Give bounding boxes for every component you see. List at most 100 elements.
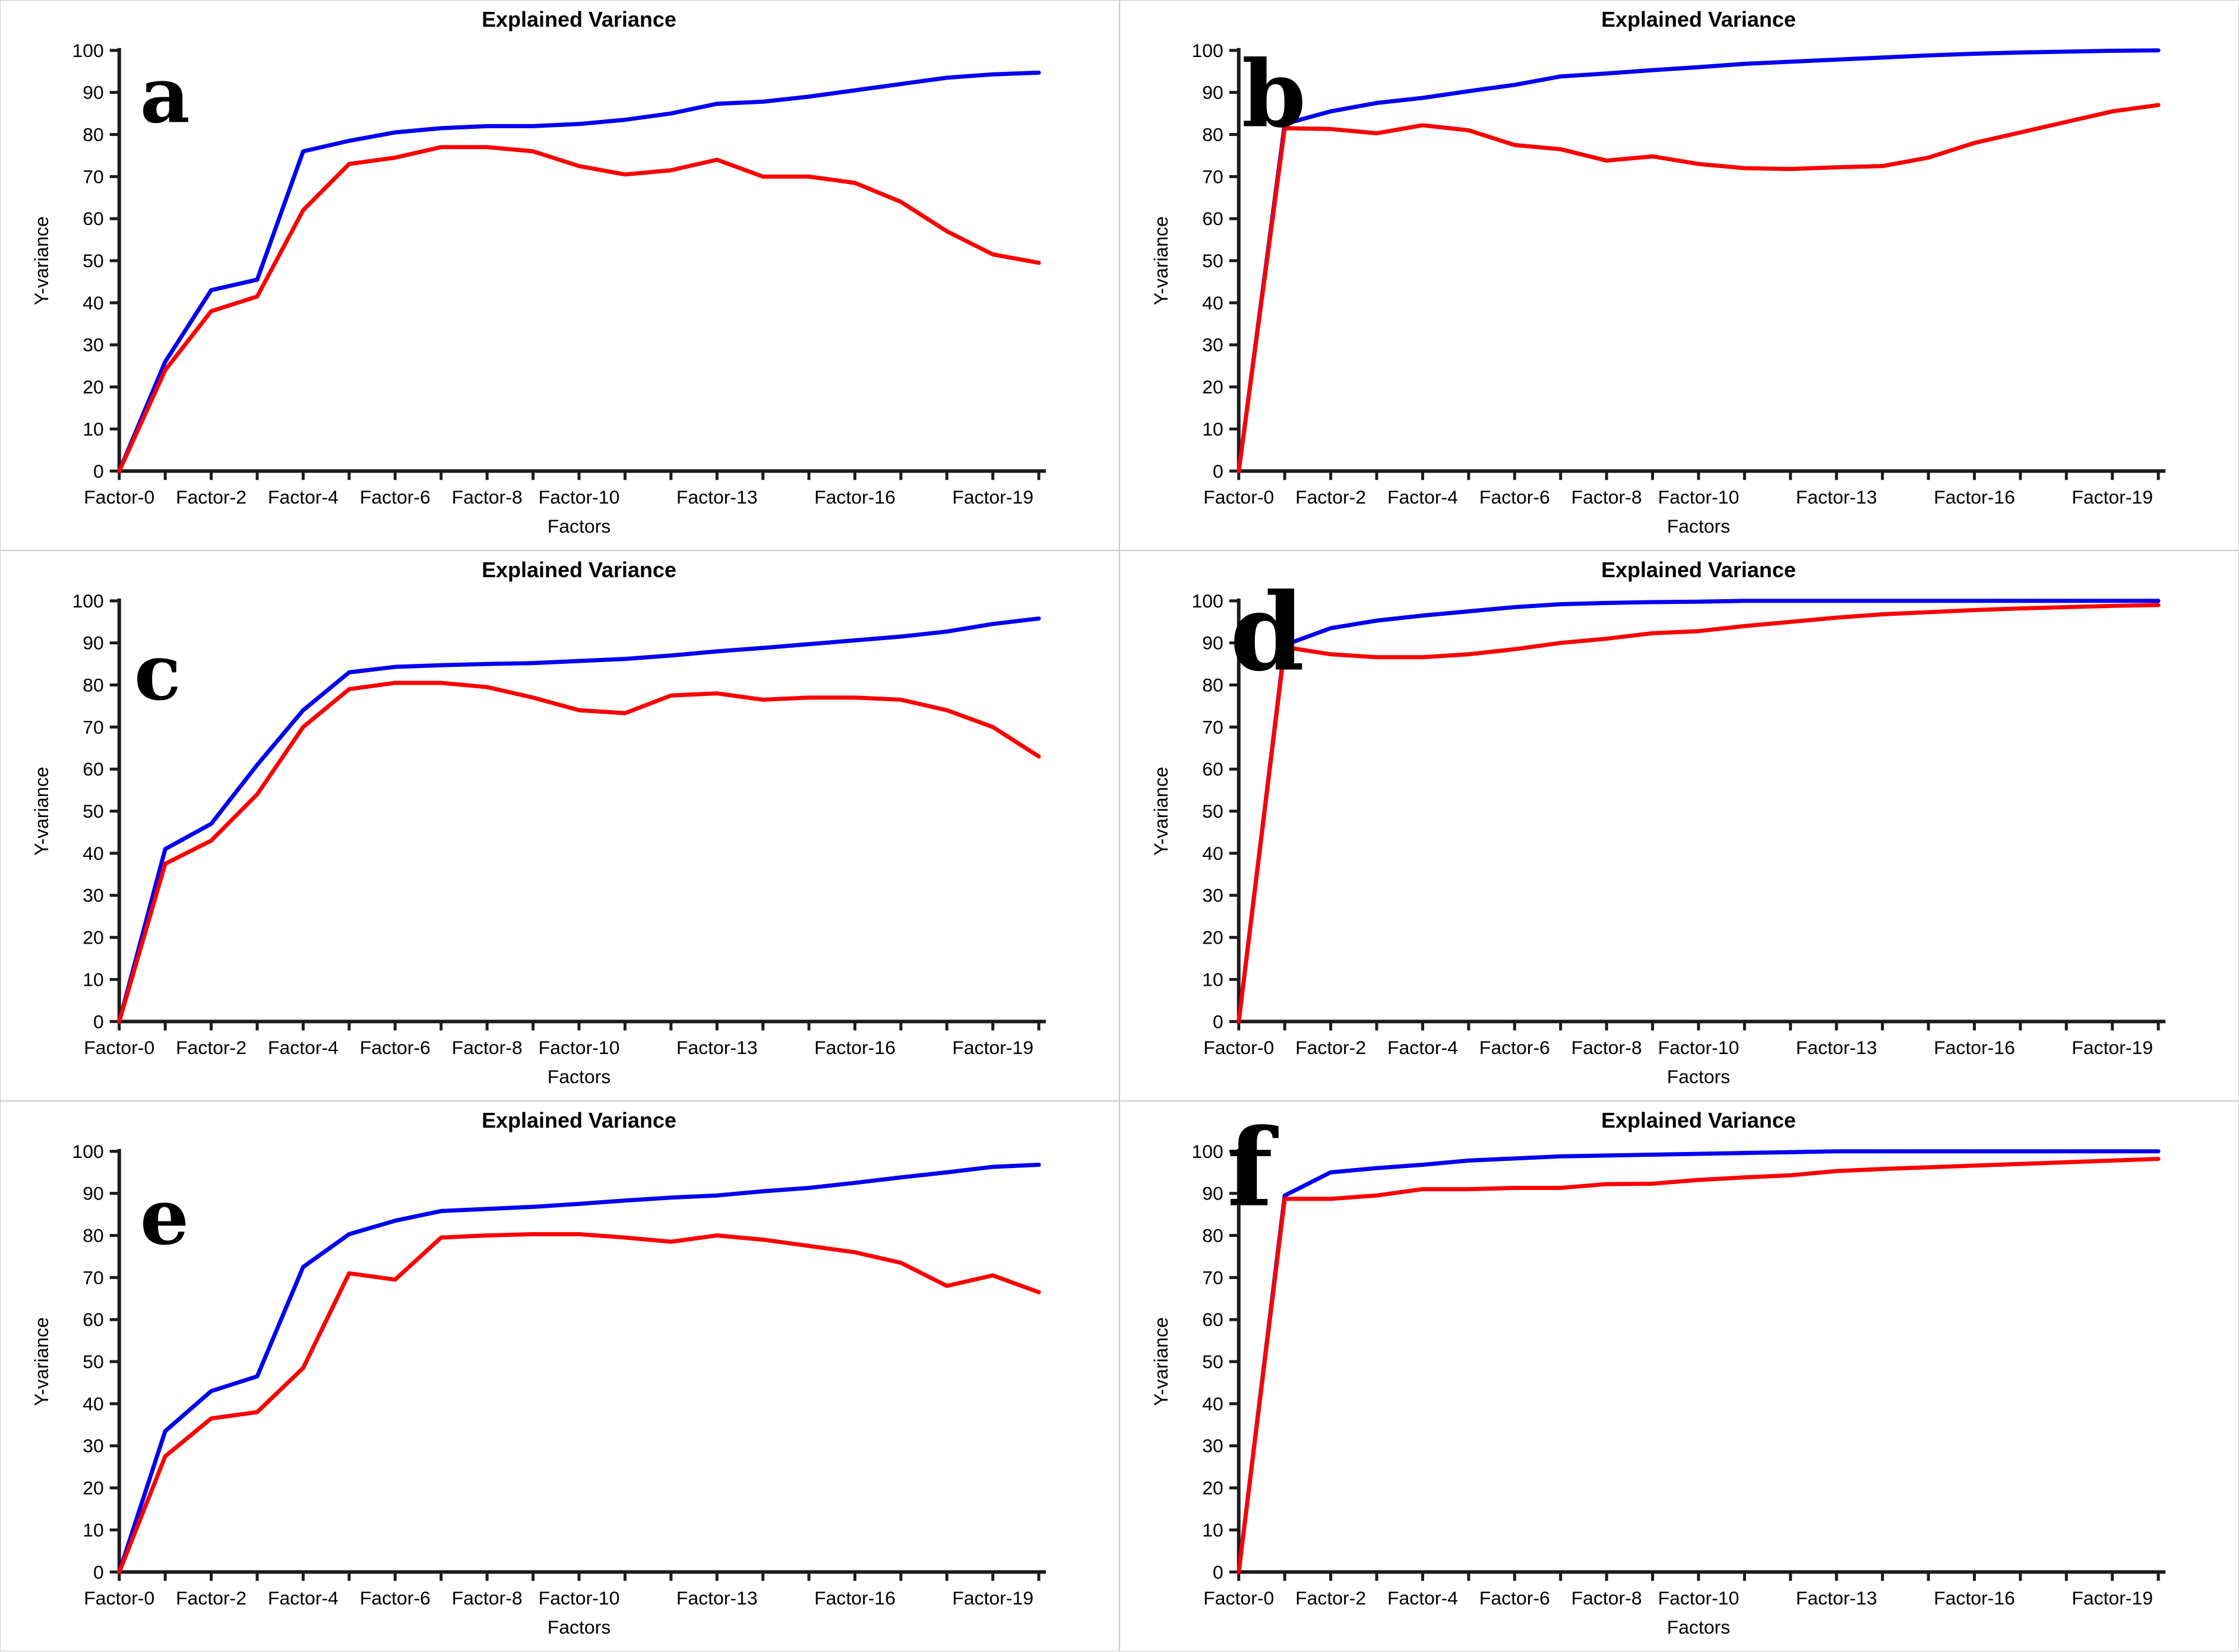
red-line <box>1236 1157 2161 1574</box>
x-axis-label: Factors <box>548 1616 611 1638</box>
panel-c: Explained Variance 0 10 20 30 40 50 60 70 80 90 100… <box>0 550 1120 1101</box>
x-tick-label: Factor-16 <box>814 1037 896 1058</box>
y-tick-label: 100 <box>72 590 103 612</box>
y-tick-label: 40 <box>1202 1393 1223 1414</box>
y-tick-label: 100 <box>72 40 103 61</box>
x-tick-label: Factor-0 <box>84 486 154 508</box>
x-tick-label: Factor-16 <box>1934 1587 2015 1609</box>
y-tick-label: 60 <box>83 1309 104 1330</box>
x-tick-label: Factor-0 <box>84 1037 154 1058</box>
y-tick-label: 80 <box>1202 675 1223 696</box>
x-axis-label: Factors <box>1667 1616 1731 1638</box>
x-tick-label: Factor-4 <box>268 486 339 508</box>
x-tick-label: Factor-6 <box>1479 1587 1550 1609</box>
x-axis-label: Factors <box>548 1066 611 1087</box>
y-tick-label: 30 <box>1202 885 1223 906</box>
panel-f: Explained Variance 0 10 20 30 40 50 60 70 80 90 100… <box>1120 1101 2239 1651</box>
x-tick-label: Factor-8 <box>452 1037 523 1058</box>
x-tick-label: Factor-4 <box>1387 1587 1458 1609</box>
y-axis-label: Y-variance <box>31 1317 52 1406</box>
red-line <box>1236 103 2161 473</box>
y-tick-label: 20 <box>1202 376 1223 398</box>
x-tick-label: Factor-8 <box>452 486 523 508</box>
x-tick-label: Factor-2 <box>1295 1037 1366 1058</box>
panel-letter: c <box>134 627 181 718</box>
y-tick-label: 10 <box>1202 1519 1223 1540</box>
y-tick-label: 100 <box>1191 1141 1223 1162</box>
y-tick-label: 0 <box>1213 1011 1223 1032</box>
y-tick-label: 40 <box>83 1393 104 1414</box>
y-tick-label: 80 <box>83 124 104 145</box>
y-tick-label: 80 <box>1202 1225 1223 1246</box>
x-tick-label: Factor-8 <box>1571 486 1642 508</box>
y-tick-label: 100 <box>1191 40 1223 61</box>
x-tick-label: Factor-2 <box>176 486 246 508</box>
x-tick-label: Factor-6 <box>360 1037 431 1058</box>
y-tick-label: 40 <box>1202 843 1223 864</box>
y-tick-label: 90 <box>1202 82 1223 103</box>
x-tick-label: Factor-4 <box>268 1037 339 1058</box>
y-tick-label: 60 <box>83 758 104 780</box>
x-tick-label: Factor-13 <box>676 486 758 508</box>
y-tick-label: 60 <box>1202 758 1223 780</box>
y-tick-label: 40 <box>83 292 104 314</box>
y-tick-label: 0 <box>1213 1561 1223 1583</box>
y-tick-label: 90 <box>83 632 104 654</box>
panel-letter: b <box>1242 41 1306 148</box>
x-tick-label: Factor-16 <box>814 486 896 508</box>
x-axis-label: Factors <box>1667 515 1731 537</box>
y-tick-label: 20 <box>83 376 104 398</box>
blue-line <box>117 1162 1041 1574</box>
y-tick-label: 70 <box>1202 716 1223 738</box>
x-tick-label: Factor-10 <box>1658 1587 1740 1609</box>
y-tick-label: 80 <box>83 675 104 696</box>
x-tick-label: Factor-6 <box>1479 1037 1550 1058</box>
y-tick-label: 80 <box>1202 124 1223 145</box>
y-tick-label: 30 <box>83 334 104 356</box>
x-tick-label: Factor-13 <box>676 1037 758 1058</box>
y-tick-label: 0 <box>93 1011 104 1032</box>
x-tick-label: Factor-8 <box>1571 1587 1642 1609</box>
x-tick-label: Factor-16 <box>814 1587 896 1609</box>
y-tick-label: 70 <box>83 166 104 187</box>
x-tick-label: Factor-6 <box>360 486 431 508</box>
chart-title: Explained Variance <box>482 558 676 582</box>
panel-letter: f <box>1227 1106 1279 1231</box>
y-tick-label: 30 <box>83 1435 104 1457</box>
y-tick-label: 20 <box>1202 1477 1223 1499</box>
blue-line <box>1236 48 2161 473</box>
y-tick-label: 10 <box>83 1519 104 1540</box>
panel-d: Explained Variance 0 10 20 30 40 50 60 70 80 90 100… <box>1120 550 2239 1101</box>
y-tick-label: 50 <box>83 1351 104 1372</box>
y-tick-label: 0 <box>93 460 104 482</box>
x-tick-label: Factor-10 <box>539 1587 620 1609</box>
x-tick-label: Factor-2 <box>176 1587 246 1609</box>
x-tick-label: Factor-19 <box>952 1587 1033 1609</box>
panel-e: Explained Variance 0 10 20 30 40 50 60 70 80 90 100… <box>0 1101 1120 1651</box>
y-axis-label: Y-variance <box>1150 1317 1172 1406</box>
red-line <box>117 681 1041 1024</box>
y-tick-label: 50 <box>1202 800 1223 822</box>
x-tick-label: Factor-0 <box>84 1587 154 1609</box>
y-tick-label: 70 <box>83 716 104 738</box>
blue-line <box>117 70 1041 473</box>
x-tick-label: Factor-10 <box>1658 1037 1740 1058</box>
x-tick-label: Factor-10 <box>539 1037 620 1058</box>
y-tick-label: 100 <box>1191 590 1223 612</box>
x-tick-label: Factor-0 <box>1203 1587 1274 1609</box>
x-tick-label: Factor-10 <box>539 486 620 508</box>
y-tick-label: 0 <box>93 1561 104 1583</box>
y-tick-label: 50 <box>83 800 104 822</box>
x-tick-label: Factor-6 <box>360 1587 431 1609</box>
y-axis-label: Y-variance <box>1150 767 1172 856</box>
panel-letter: e <box>140 1172 189 1262</box>
blue-line <box>1236 599 2161 1024</box>
y-tick-label: 70 <box>1202 166 1223 187</box>
x-tick-label: Factor-6 <box>1479 486 1550 508</box>
y-tick-label: 10 <box>83 418 104 439</box>
x-tick-label: Factor-0 <box>1203 1037 1274 1058</box>
chart-a: Explained Variance 0 10 20 30 40 50 60 70 80 90 100… <box>31 7 1046 537</box>
x-tick-label: Factor-19 <box>952 486 1033 508</box>
y-axis-label: Y-variance <box>31 216 52 305</box>
panel-b: Explained Variance 0 10 20 30 40 50 60 70 80 90 100… <box>1120 0 2239 550</box>
